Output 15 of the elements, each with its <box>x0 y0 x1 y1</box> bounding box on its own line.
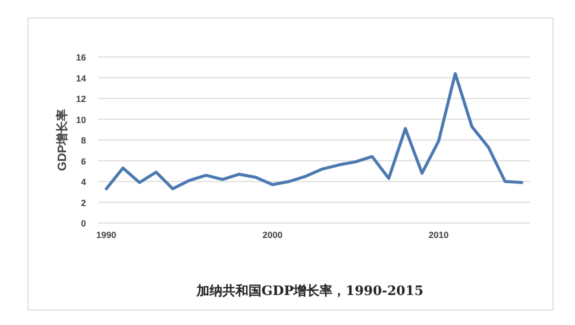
text: 加纳共和国GDP增长率，1990-2015 <box>196 283 424 299</box>
y-tick-label: 0 <box>80 218 86 228</box>
y-tick-label: 4 <box>80 177 86 187</box>
y-tick-label: 2 <box>80 198 86 208</box>
y-tick-label: 12 <box>76 94 86 104</box>
y-tick-label: 8 <box>80 136 86 146</box>
y-axis-title: GDP增长率 <box>55 108 69 172</box>
x-tick-label: 2010 <box>428 230 449 240</box>
y-tick-label: 6 <box>80 156 86 166</box>
y-tick-label: 16 <box>76 52 86 62</box>
line-series <box>104 72 524 190</box>
y-tick-label: 14 <box>76 73 86 84</box>
x-tick-label: 1990 <box>96 230 116 240</box>
x-tick-label: 2000 <box>262 230 282 240</box>
y-tick-label: 10 <box>76 114 86 125</box>
